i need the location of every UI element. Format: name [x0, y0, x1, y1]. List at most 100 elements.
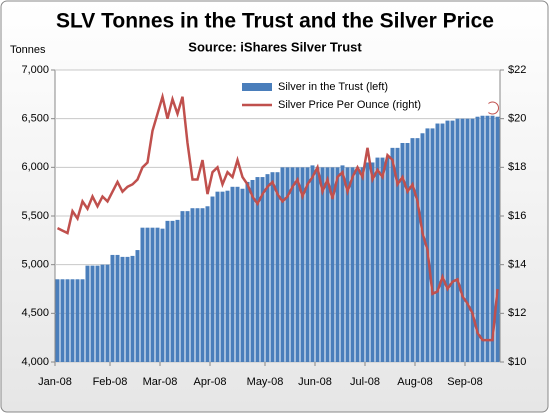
bar — [195, 208, 200, 362]
bar — [440, 123, 445, 363]
x-tick-label: Sep-08 — [447, 376, 482, 388]
bar — [470, 118, 475, 363]
bar — [405, 143, 410, 362]
bar — [205, 206, 210, 362]
bar — [240, 188, 245, 362]
bar — [305, 167, 310, 362]
bar — [330, 167, 335, 362]
legend-box — [235, 77, 489, 115]
bar — [465, 118, 470, 363]
bar — [60, 279, 65, 362]
bar — [480, 115, 485, 362]
x-tick-label: Jun-08 — [298, 376, 332, 388]
bar — [455, 118, 460, 363]
bar — [315, 167, 320, 362]
y2-tick-label: $18 — [508, 161, 526, 173]
chart-title: SLV Tonnes in the Trust and the Silver P… — [56, 10, 494, 33]
x-tick-label: Aug-08 — [397, 376, 432, 388]
bar — [280, 167, 285, 362]
x-tick-label: Mar-08 — [143, 376, 178, 388]
bar — [345, 167, 350, 362]
y2-tick-label: $22 — [508, 64, 526, 76]
bar — [265, 174, 270, 362]
bar — [380, 157, 385, 362]
bar — [410, 138, 415, 362]
bar — [375, 157, 380, 362]
bar — [370, 162, 375, 362]
y-axis-title: Tonnes — [10, 44, 46, 56]
bar — [300, 167, 305, 362]
bar — [340, 165, 345, 362]
bar — [225, 190, 230, 362]
y-tick-label: 4,500 — [21, 307, 49, 319]
bar — [245, 181, 250, 362]
bar — [415, 138, 420, 362]
bar — [420, 133, 425, 362]
y2-tick-label: $20 — [508, 113, 526, 125]
bar — [215, 191, 220, 362]
bar — [65, 279, 70, 362]
bar — [255, 177, 260, 362]
bar — [285, 167, 290, 362]
y-tick-label: 5,500 — [21, 210, 49, 222]
bar — [335, 167, 340, 362]
bar — [260, 177, 265, 362]
bar — [235, 186, 240, 362]
bar — [95, 265, 100, 362]
x-tick-label: Jul-08 — [350, 376, 380, 388]
bar — [150, 227, 155, 362]
y-tick-label: 5,000 — [21, 259, 49, 271]
bar — [210, 196, 215, 362]
bar — [350, 167, 355, 362]
y2-tick-label: $16 — [508, 210, 526, 222]
bar — [140, 227, 145, 362]
bar — [200, 208, 205, 362]
y-tick-label: 4,000 — [21, 356, 49, 368]
bar — [360, 167, 365, 362]
bar — [90, 265, 95, 362]
bar — [185, 211, 190, 362]
bar — [155, 227, 160, 362]
bar — [445, 120, 450, 362]
bar — [425, 128, 430, 362]
bar — [220, 191, 225, 362]
y-tick-label: 6,000 — [21, 161, 49, 173]
x-tick-label: May-08 — [247, 376, 284, 388]
legend-label: Silver Price Per Ounce (right) — [278, 99, 421, 111]
bar — [355, 167, 360, 362]
bar — [395, 147, 400, 362]
bar — [80, 279, 85, 362]
bar — [460, 118, 465, 363]
bar — [165, 220, 170, 362]
y-tick-label: 6,500 — [21, 113, 49, 125]
bar — [70, 279, 75, 362]
bar — [175, 219, 180, 362]
bar — [325, 167, 330, 362]
bar — [275, 172, 280, 362]
chart-subtitle: Source: iShares Silver Trust — [188, 39, 362, 54]
bar — [390, 147, 395, 362]
bar — [190, 208, 195, 362]
line — [56, 91, 499, 342]
bar — [110, 254, 115, 362]
y2-tick-label: $12 — [508, 307, 526, 319]
legend-swatch — [242, 83, 272, 91]
bar — [180, 211, 185, 362]
bar — [320, 167, 325, 362]
bar — [230, 186, 235, 362]
bar — [490, 115, 495, 362]
bar — [475, 116, 480, 362]
bar — [295, 167, 300, 362]
bar — [145, 227, 150, 362]
bar — [170, 220, 175, 362]
x-tick-label: Apr-08 — [193, 376, 226, 388]
bar — [450, 120, 455, 362]
y-tick-label: 7,000 — [21, 64, 49, 76]
y2-tick-label: $14 — [508, 259, 526, 271]
bar — [85, 265, 90, 362]
bar — [485, 115, 490, 362]
bar — [290, 167, 295, 362]
bar — [435, 123, 440, 363]
bar — [365, 162, 370, 362]
legend-label: Silver in the Trust (left) — [278, 81, 388, 93]
